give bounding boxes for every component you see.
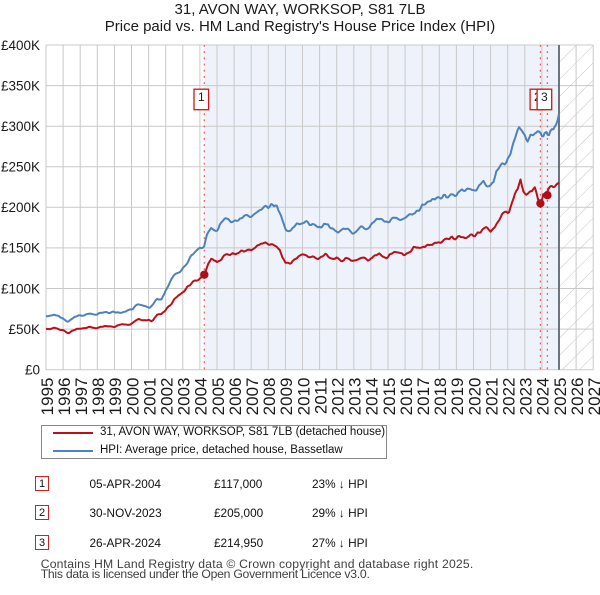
- svg-text:1997: 1997: [72, 378, 91, 416]
- svg-text:2012: 2012: [329, 378, 348, 416]
- svg-text:2022: 2022: [500, 378, 519, 416]
- svg-text:£50K: £50K: [8, 322, 40, 337]
- svg-text:1998: 1998: [89, 378, 108, 416]
- svg-text:2027: 2027: [585, 378, 600, 416]
- svg-text:2005: 2005: [209, 378, 228, 416]
- svg-text:2018: 2018: [431, 378, 450, 416]
- svg-text:£250K: £250K: [1, 160, 40, 175]
- svg-text:1999: 1999: [106, 378, 125, 416]
- svg-text:2006: 2006: [226, 378, 245, 416]
- svg-text:2025: 2025: [551, 378, 570, 416]
- svg-text:2001: 2001: [140, 378, 159, 416]
- svg-text:1: 1: [198, 90, 205, 104]
- svg-text:2024: 2024: [534, 378, 553, 416]
- svg-text:1995: 1995: [38, 378, 57, 416]
- svg-text:2020: 2020: [465, 378, 484, 416]
- svg-text:£300K: £300K: [1, 119, 40, 134]
- svg-text:2021: 2021: [482, 378, 501, 416]
- svg-text:2014: 2014: [363, 378, 382, 416]
- svg-text:2016: 2016: [397, 378, 416, 416]
- svg-text:2000: 2000: [123, 378, 142, 416]
- svg-text:2007: 2007: [243, 378, 262, 416]
- svg-text:2017: 2017: [414, 378, 433, 416]
- svg-text:£350K: £350K: [1, 78, 40, 93]
- svg-text:£400K: £400K: [1, 38, 40, 53]
- svg-text:2015: 2015: [380, 378, 399, 416]
- svg-text:£0: £0: [25, 363, 40, 378]
- svg-text:2019: 2019: [448, 378, 467, 416]
- svg-text:2004: 2004: [192, 378, 211, 416]
- svg-text:2026: 2026: [568, 378, 587, 416]
- svg-text:£100K: £100K: [1, 281, 40, 296]
- svg-text:£150K: £150K: [1, 241, 40, 256]
- svg-text:2013: 2013: [346, 378, 365, 416]
- svg-text:£200K: £200K: [1, 200, 40, 215]
- svg-text:2002: 2002: [158, 378, 177, 416]
- svg-text:2023: 2023: [517, 378, 536, 416]
- svg-text:2008: 2008: [260, 378, 279, 416]
- svg-text:2010: 2010: [294, 378, 313, 416]
- svg-text:1996: 1996: [55, 378, 74, 416]
- svg-text:2009: 2009: [277, 378, 296, 416]
- svg-text:3: 3: [541, 90, 548, 104]
- svg-text:2011: 2011: [311, 378, 330, 415]
- svg-text:2003: 2003: [175, 378, 194, 416]
